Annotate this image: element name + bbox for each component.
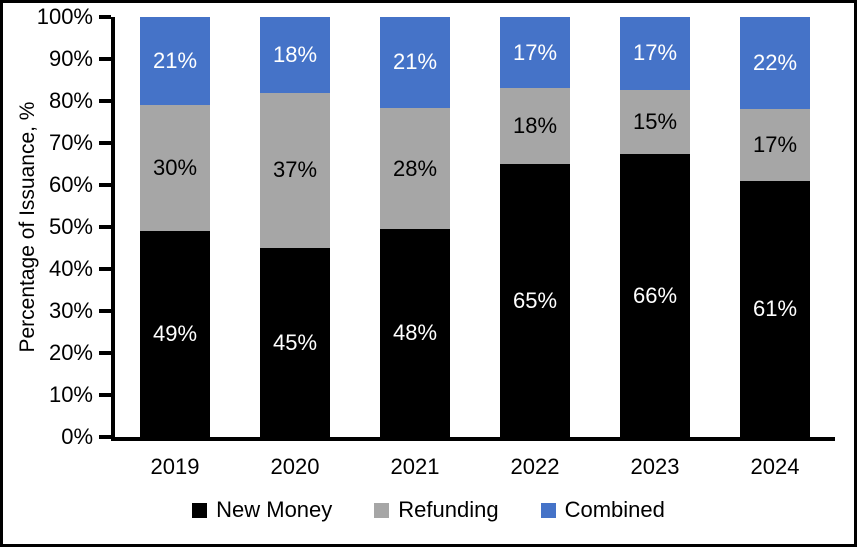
bar-segment-combined: 17% [620,17,690,90]
x-axis-label: 2021 [390,454,440,479]
y-axis-tick-label: 40% [48,256,93,281]
bar-column: 49% 30% 21% [115,17,235,437]
bar-segment-combined: 18% [260,17,330,93]
y-axis-tick-label: 90% [48,46,93,71]
bar-segment-label: 48% [392,320,438,346]
bar-column: 45% 37% 18% [235,17,355,437]
stacked-bar: 49% 30% 21% [140,17,210,437]
legend: New Money Refunding Combined [3,495,854,525]
x-axis-label: 2019 [150,454,200,479]
legend-item: Refunding [374,497,499,523]
bar-column: 66% 15% 17% [595,17,715,437]
x-axis-label: 2022 [510,454,560,479]
stacked-bar: 61% 17% 22% [740,17,810,437]
y-axis-tick-label: 30% [48,298,93,323]
y-axis-tick [99,309,111,313]
y-axis-tick [99,435,111,439]
legend-label: New Money [216,497,333,522]
bar-segment-combined: 22% [740,17,810,110]
y-axis-tick-label: 70% [48,130,93,155]
bar-column: 48% 28% 21% [355,17,475,437]
bar-segment-combined: 21% [140,17,210,106]
bar-segment-new-money: 48% [380,229,450,437]
y-axis-tick-label: 80% [48,88,93,113]
bar-column: 65% 18% 17% [475,17,595,437]
y-axis-tick [99,225,111,229]
bar-segment-new-money: 65% [500,164,570,437]
stacked-bar: 48% 28% 21% [380,17,450,437]
bar-segment-combined: 21% [380,17,450,108]
bar-segment-label: 21% [152,48,198,74]
y-axis-tick [99,351,111,355]
y-axis-tick [99,57,111,61]
y-axis-tick [99,99,111,103]
y-axis-tick-label: 20% [48,340,93,365]
bar-segment-label: 18% [512,113,558,139]
bar-segment-label: 45% [272,329,318,355]
legend-swatch-refunding [374,502,390,518]
bar-segment-label: 66% [632,282,678,308]
bar-segment-label: 18% [272,41,318,67]
x-axis-label: 2024 [750,454,800,479]
bar-segment-label: 30% [152,155,198,181]
bar-segment-new-money: 45% [260,248,330,437]
stacked-bar: 66% 15% 17% [620,17,690,437]
bar-segment-label: 28% [392,155,438,181]
bar-segment-label: 17% [632,40,678,66]
bar-segment-label: 37% [272,157,318,183]
bar-segment-new-money: 66% [620,154,690,437]
legend-item: New Money [192,497,332,523]
y-axis-tick-label: 60% [48,172,93,197]
y-axis-tick [99,15,111,19]
bar-segment-label: 15% [632,109,678,135]
y-axis-tick [99,183,111,187]
x-axis-label: 2020 [270,454,320,479]
bar-segment-label: 65% [512,287,558,313]
y-axis-tick-label: 50% [48,214,93,239]
bar-segment-refunding: 17% [740,109,810,181]
stacked-bar: 65% 18% 17% [500,17,570,437]
x-axis-label: 2023 [630,454,680,479]
y-axis-tick [99,393,111,397]
y-axis-tick [99,267,111,271]
plot-columns: 49% 30% 21% 45% 37% 18% 48% 28% 21% 65% 18% 17% 66% 1… [115,17,835,437]
bar-segment-label: 61% [752,295,798,321]
legend-item: Combined [540,497,665,523]
bar-segment-new-money: 61% [740,180,810,437]
legend-swatch-combined [540,502,556,518]
legend-label: Combined [564,497,665,522]
legend-label: Refunding [398,497,499,522]
stacked-bar: 45% 37% 18% [260,17,330,437]
y-axis-tick-label: 0% [61,424,93,449]
y-axis-tick-label: 100% [36,4,93,29]
y-axis-tick [99,141,111,145]
y-axis-tick-label: 10% [48,382,93,407]
bar-column: 61% 17% 22% [715,17,835,437]
bar-segment-refunding: 30% [140,105,210,232]
bar-segment-label: 22% [752,50,798,76]
bar-segment-combined: 17% [500,17,570,89]
bar-segment-new-money: 49% [140,231,210,437]
bar-segment-label: 21% [392,49,438,75]
bar-segment-label: 17% [752,132,798,158]
bar-segment-refunding: 15% [620,89,690,155]
bar-segment-refunding: 18% [500,88,570,164]
plot-area [111,17,835,441]
legend-swatch-new-money [192,502,208,518]
x-axis-labels: 2019 2020 2021 2022 2023 2024 [115,454,835,480]
bar-segment-label: 17% [512,39,558,65]
bar-segment-refunding: 28% [380,107,450,230]
bar-segment-refunding: 37% [260,92,330,248]
bar-segment-label: 49% [152,321,198,347]
